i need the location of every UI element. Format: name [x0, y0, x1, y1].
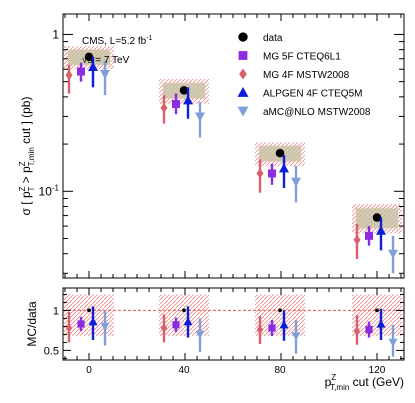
- ratio-point-mg-5f-cteq6l1-0: [77, 320, 85, 328]
- point-alpgen-4f-cteq5m-40: [183, 95, 193, 105]
- legend-marker-mg-5f-cteq6l1: [238, 51, 248, 60]
- legend: data MG 5F CTEQ6L1 MG 4F MSTW2008 ALPGEN 4F…: [237, 32, 371, 118]
- y-axis-title-lower: MC/data: [25, 301, 39, 347]
- ratio-point-mg-5f-cteq6l1-120: [365, 326, 373, 334]
- ratio-point-data-80: [278, 308, 282, 313]
- legend-label-mg-4f-mstw2008: MG 4F MSTW2008: [263, 70, 350, 81]
- ratio-point-mg-5f-cteq6l1-80: [268, 324, 276, 332]
- x-tick-label-40: 40: [178, 365, 190, 376]
- ratio-band-120: [352, 294, 402, 336]
- x-tick-label-80: 80: [274, 365, 286, 376]
- legend-marker-alpgen-4f-cteq5m: [237, 87, 249, 97]
- ratio-point-amc-nlo-mstw2008-0: [100, 322, 110, 331]
- point-amc-nlo-mstw2008-40: [195, 112, 205, 122]
- y-tick-label-lower-1: 1: [53, 305, 59, 317]
- ratio-point-amc-nlo-mstw2008-120: [388, 338, 398, 347]
- point-amc-nlo-mstw2008-80: [291, 177, 301, 187]
- ratio-point-mg-4f-mstw2008-120: [353, 326, 361, 336]
- point-mg-4f-mstw2008-40: [160, 102, 168, 113]
- point-mg-4f-mstw2008-0: [65, 70, 73, 81]
- annotation-energy: √s = 7 TeV: [82, 54, 130, 66]
- ratio-point-mg-4f-mstw2008-80: [256, 325, 264, 335]
- ratio-point-mg-5f-cteq6l1-40: [172, 321, 180, 329]
- annotation-lumi: CMS, L=5.2 fb-1: [82, 35, 153, 47]
- y-tick-label-upper: 1: [52, 27, 59, 41]
- legend-marker-mg-4f-mstw2008: [239, 68, 247, 80]
- y-tick-label-lower-0.5: 0.5: [44, 345, 59, 357]
- upper-plot-area: [64, 46, 402, 274]
- y-tick-label-upper: 10-1: [39, 183, 60, 198]
- legend-label-data: data: [263, 33, 283, 44]
- ratio-point-alpgen-4f-cteq5m-40: [183, 317, 193, 326]
- point-mg-5f-cteq6l1-120: [365, 231, 373, 240]
- point-mg-5f-cteq6l1-40: [172, 100, 180, 109]
- upper-plot-frame: [62, 13, 405, 279]
- legend-label-alpgen-4f-cteq5m: ALPGEN 4F CTEQ5M: [263, 89, 362, 100]
- ratio-point-amc-nlo-mstw2008-80: [291, 332, 301, 341]
- ratio-point-data-0: [87, 308, 91, 313]
- x-axis-title: pZ T,min cut (GeV): [325, 373, 404, 392]
- point-alpgen-4f-cteq5m-120: [376, 225, 386, 235]
- point-amc-nlo-mstw2008-120: [388, 249, 398, 259]
- x-tick-label-0: 0: [86, 365, 92, 376]
- ratio-point-alpgen-4f-cteq5m-120: [376, 319, 386, 328]
- legend-label-mg-5f-cteq6l1: MG 5F CTEQ6L1: [263, 52, 341, 63]
- ratio-point-amc-nlo-mstw2008-40: [195, 330, 205, 339]
- axes: 0 40 80 120 1 10-1 0.5 1: [39, 14, 404, 376]
- x-tick-label-120: 120: [369, 365, 386, 376]
- y-axis-title-upper: σ [ pZT > pZT,min cut ] (pb): [18, 97, 36, 216]
- point-mg-5f-cteq6l1-0: [77, 67, 85, 76]
- x-axis-title-p: p: [325, 375, 332, 389]
- ratio-band-40: [159, 294, 209, 336]
- point-data-120: [372, 213, 382, 222]
- point-amc-nlo-mstw2008-0: [100, 69, 110, 79]
- x-axis-title-sup: Z: [331, 373, 336, 382]
- legend-marker-data: [238, 32, 248, 42]
- point-alpgen-4f-cteq5m-80: [279, 163, 289, 173]
- point-mg-4f-mstw2008-80: [256, 168, 264, 179]
- ratio-point-alpgen-4f-cteq5m-80: [279, 320, 289, 329]
- ratio-point-mg-4f-mstw2008-0: [65, 323, 73, 333]
- point-data-80: [275, 148, 285, 158]
- ratio-point-data-40: [182, 308, 186, 313]
- point-data-0: [84, 52, 94, 62]
- point-data-40: [179, 86, 189, 95]
- legend-marker-amc-nlo-mstw2008: [237, 106, 249, 117]
- svg-text:σ [ pZT > pZT,min cut ] (pb): σ [ pZT > pZT,min cut ] (pb): [18, 97, 36, 216]
- x-axis-title-sub: T,min: [330, 383, 349, 392]
- ratio-band-0: [64, 294, 114, 336]
- point-mg-4f-mstw2008-120: [353, 234, 361, 245]
- point-alpgen-4f-cteq5m-0: [88, 62, 98, 72]
- legend-label-amc-nlo-mstw2008: aMC@NLO MSTW2008: [263, 107, 371, 118]
- annotation-lumi-sup: -1: [146, 35, 152, 42]
- ratio-plot-area: [63, 294, 404, 357]
- ratio-point-alpgen-4f-cteq5m-0: [88, 317, 98, 326]
- ratio-point-mg-4f-mstw2008-40: [160, 323, 168, 333]
- ratio-point-data-120: [375, 308, 379, 313]
- point-mg-5f-cteq6l1-80: [268, 169, 276, 178]
- x-axis-title-tail: cut (GeV): [349, 375, 404, 389]
